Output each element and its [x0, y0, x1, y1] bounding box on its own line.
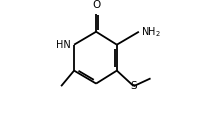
Text: S: S: [130, 81, 137, 91]
Text: HN: HN: [56, 40, 71, 50]
Text: O: O: [92, 0, 100, 10]
Text: NH$_2$: NH$_2$: [141, 25, 161, 39]
